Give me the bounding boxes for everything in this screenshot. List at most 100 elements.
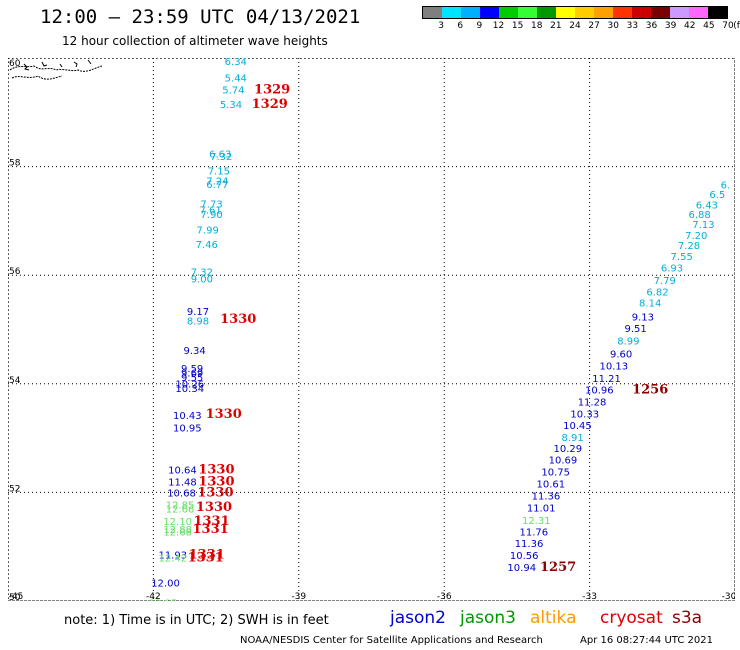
- swh-value-label: 7.46: [196, 240, 218, 251]
- swh-value-label: 11.28: [578, 398, 607, 409]
- swh-value-label: 6.88: [689, 210, 711, 221]
- color-scale-label: 70: [722, 21, 734, 31]
- units-note: note: 1) Time is in UTC; 2) SWH is in fe…: [64, 613, 329, 628]
- legend-item-s3a: s3a: [672, 608, 703, 628]
- color-scale-label: 3: [438, 21, 444, 31]
- color-swatch: [556, 7, 575, 18]
- swh-value-label: 9.59: [181, 364, 203, 375]
- color-swatch: [689, 7, 708, 18]
- swh-value-label: 7.28: [678, 241, 700, 252]
- swh-value-label: 10.64: [168, 465, 197, 476]
- color-scale-label: 18: [531, 21, 543, 31]
- swh-value-label: 11.76: [520, 527, 549, 538]
- pass-time-label: 1256: [632, 383, 668, 398]
- swh-value-label: 5.34: [220, 100, 242, 111]
- swh-value-label: 12.10: [163, 517, 192, 528]
- color-swatch: [632, 7, 651, 18]
- swh-value-label: 7.32: [210, 152, 232, 163]
- swh-value-label: 7.73: [200, 199, 222, 210]
- lat-lon-grid: [8, 58, 735, 601]
- color-scale-label: 33: [626, 21, 639, 31]
- swh-value-label: 7.24: [206, 177, 228, 188]
- swh-value-label: 6.: [721, 180, 731, 191]
- swh-value-label: 7.90: [200, 210, 222, 221]
- chart-title: 12:00 — 23:59 UTC 04/13/2021: [40, 6, 361, 28]
- latitude-tick-label: 50: [9, 593, 21, 601]
- color-scale-bar: [422, 6, 728, 19]
- pass-time-label: 1257: [540, 560, 576, 575]
- west-track-values: 6.345.445.745.346.637.327.157.246.777.73…: [149, 58, 247, 601]
- swh-value-label: 10.13: [600, 362, 629, 373]
- swh-value-label: 10.61: [537, 480, 566, 491]
- swh-value-label: 8.14: [639, 299, 661, 310]
- swh-value-label: 7.13: [692, 220, 714, 231]
- latitude-tick-label: 56: [9, 267, 21, 277]
- color-swatch: [461, 7, 480, 18]
- longitude-tick-label: -33: [582, 592, 597, 601]
- color-swatch: [651, 7, 670, 18]
- color-swatch: [537, 7, 556, 18]
- swh-value-label: 9.69: [181, 369, 203, 380]
- color-swatch: [499, 7, 518, 18]
- pass-time-label: 1330: [196, 500, 232, 515]
- swh-value-label: 11.01: [527, 503, 556, 514]
- longitude-tick-label: -42: [146, 592, 161, 601]
- swh-value-label: 10.56: [510, 551, 539, 562]
- color-swatch: [480, 7, 499, 18]
- swh-value-label: 10.29: [553, 444, 582, 455]
- pass-time-labels: 1329132913301330133013301330133013311331…: [188, 82, 669, 575]
- swh-value-label: 6.5: [709, 190, 725, 201]
- swh-value-label: 5.74: [222, 85, 244, 96]
- axis-tick-labels: -45 -42 -39 -36 -33 -30 60 58 56 54 52 50: [9, 59, 735, 601]
- swh-value-label: 12.42: [158, 553, 187, 564]
- swh-value-label: 10.94: [507, 563, 536, 574]
- swh-value-label: 10.26: [175, 380, 204, 391]
- pass-time-label: 1329: [252, 97, 288, 112]
- swh-value-label: 10.69: [549, 456, 578, 467]
- latitude-tick-label: 60: [9, 59, 21, 69]
- swh-value-label: 7.99: [197, 225, 219, 236]
- swh-value-label: 9.34: [183, 346, 205, 357]
- swh-value-label: 11.93: [158, 551, 187, 562]
- color-swatch: [442, 7, 461, 18]
- pass-time-label: 1329: [254, 82, 290, 97]
- color-scale-label: 24: [569, 21, 581, 31]
- color-scale-label: 36: [645, 21, 658, 31]
- color-swatch: [423, 7, 442, 18]
- latitude-tick-label: 54: [9, 376, 21, 386]
- swh-value-label: 12.66: [166, 504, 195, 515]
- color-scale-label: 15: [511, 21, 524, 31]
- pass-time-label: 1330: [198, 474, 234, 489]
- credit-line: NOAA/NESDIS Center for Satellite Applica…: [240, 635, 543, 646]
- pass-time-label: 1330: [198, 462, 234, 477]
- swh-value-label: 13.85: [149, 598, 178, 601]
- swh-value-label: 7.79: [654, 276, 676, 287]
- pass-time-label: 1330: [197, 486, 233, 501]
- swh-value-label: 11.21: [592, 374, 621, 385]
- color-scale-unit: (ft): [733, 21, 740, 31]
- latitude-tick-label: 58: [9, 159, 21, 169]
- pass-time-label: 1330: [206, 407, 242, 422]
- swh-value-label: 9.55: [181, 373, 203, 384]
- swh-value-label: 6.63: [209, 149, 231, 160]
- color-swatch: [670, 7, 689, 18]
- swh-value-label: 10.45: [563, 421, 592, 432]
- longitude-tick-label: -30: [722, 592, 735, 601]
- longitude-tick-label: -39: [291, 592, 306, 601]
- swh-value-label: 7.20: [685, 231, 707, 242]
- color-scale-label: 39: [664, 21, 677, 31]
- swh-value-label: 6.34: [225, 58, 247, 68]
- chart-subtitle: 12 hour collection of altimeter wave hei…: [62, 34, 328, 48]
- greenland-coastline: [9, 59, 103, 80]
- color-swatch: [575, 7, 594, 18]
- swh-value-label: 10.68: [167, 489, 196, 500]
- swh-value-label: 12.68: [163, 527, 192, 538]
- swh-value-label: 10.75: [541, 468, 570, 479]
- swh-value-label: 10.43: [173, 411, 202, 422]
- swh-value-label: 12.88: [163, 525, 192, 536]
- swh-value-label: 9.00: [191, 274, 213, 285]
- swh-value-label: 12.85: [166, 501, 195, 512]
- map-border: [8, 58, 735, 601]
- swh-value-label: 8.99: [617, 337, 639, 348]
- pass-time-label: 1331: [189, 548, 225, 563]
